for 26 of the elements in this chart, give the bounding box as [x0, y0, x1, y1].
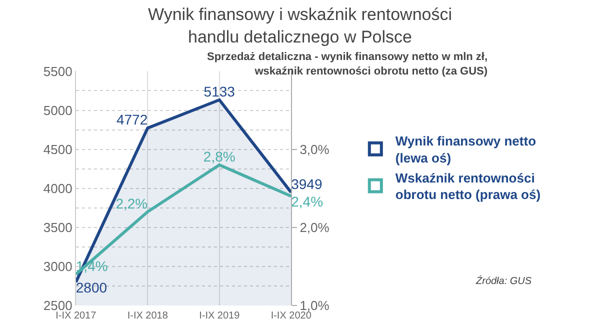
- x-tick-label: I-IX 2017: [56, 310, 97, 322]
- y-tick-label: 5500: [43, 64, 72, 79]
- y-tick-label: 4500: [43, 142, 72, 157]
- data-label: 5133: [204, 83, 236, 100]
- y-tick-label: 5000: [43, 102, 72, 118]
- line-series: [76, 163, 292, 276]
- x-tick-label: I-IX 2018: [127, 310, 168, 322]
- x-tick-label: I-IX 2020: [270, 310, 312, 322]
- data-label: 2800: [76, 280, 108, 296]
- chart-title: Wynik finansowy i wskaźnik rentowności handlu detalicznego w Polsce: [148, 5, 452, 46]
- y2-tick-label: 2,0%: [300, 220, 330, 235]
- y-tick-label: 3500: [43, 220, 72, 235]
- data-label: 3949: [291, 176, 322, 192]
- data-label: 4772: [116, 112, 148, 128]
- y2-tick-label: 3,0%: [300, 142, 330, 157]
- legend-label: Wynik finansowy netto (lewa oś): [395, 134, 536, 166]
- data-label: 2,2%: [116, 195, 148, 212]
- text: Sprzedaż detaliczna - wynik finansowy netto w mln zł, wskaźnik rentowności obrotu netto (za GUS): [207, 51, 488, 78]
- legend-label: Wskaźnik rentowności obrotu netto (prawa oś): [395, 170, 541, 202]
- x-tick-label: I-IX 2019: [199, 310, 240, 322]
- text: Źródła: GUS: [475, 275, 532, 287]
- data-label: 2,4%: [291, 194, 324, 210]
- data-label: 2,8%: [203, 148, 236, 164]
- y2-tick-label: 1,0%: [300, 298, 330, 314]
- y-tick-label: 3000: [43, 259, 72, 274]
- y-tick-label: 4000: [43, 180, 72, 196]
